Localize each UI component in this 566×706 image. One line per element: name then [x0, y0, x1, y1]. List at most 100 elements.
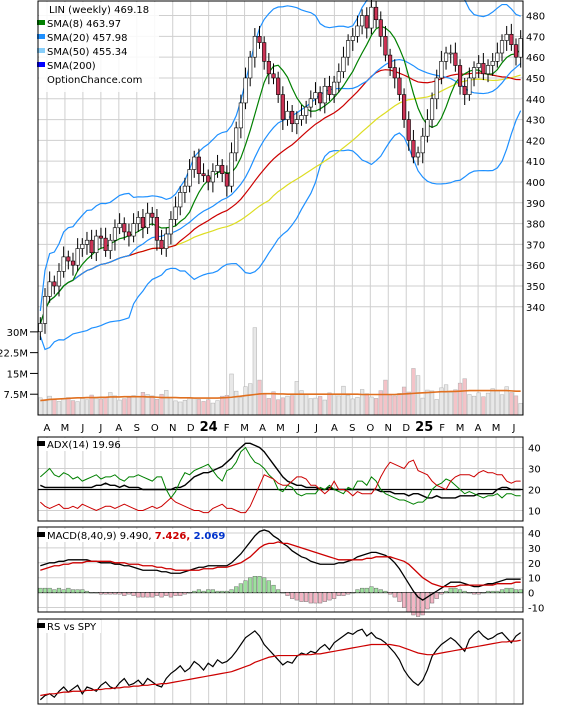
volume-bar: [476, 392, 481, 416]
macd-histogram-bar: [304, 592, 309, 602]
volume-bar: [448, 392, 453, 416]
volume-bar: [210, 402, 215, 416]
candle-body: [131, 223, 136, 237]
volume-bar: [154, 398, 160, 416]
macd-histogram-bar: [504, 587, 509, 593]
volume-bar: [187, 398, 192, 416]
adx-tick-label: 10: [528, 507, 541, 518]
candle-body: [378, 19, 383, 37]
volume-bar: [136, 396, 141, 416]
candle-body: [308, 98, 313, 108]
candle-body: [75, 248, 80, 266]
volume-bar: [471, 395, 477, 416]
candle-body: [136, 217, 141, 224]
candle-body: [126, 231, 132, 237]
legend-swatch: [37, 48, 45, 53]
candle-body: [178, 192, 183, 208]
volume-bar: [341, 385, 346, 416]
candle-body: [56, 271, 62, 287]
x-tick-label: O: [151, 423, 159, 434]
price-panel-frame: [37, 0, 524, 416]
adx-series-adx: [40, 442, 521, 499]
legend-entry: SMA(50) 455.34: [47, 47, 128, 58]
macd-histogram-bar: [131, 592, 136, 596]
x-tick-label: 25: [415, 420, 433, 435]
macd-histogram-value: 2.069: [194, 531, 226, 542]
candle-body: [262, 42, 267, 62]
macd-histogram-bar: [313, 592, 318, 604]
legend-entry: SMA(20) 457.98: [47, 33, 128, 44]
volume-bar: [453, 389, 458, 416]
rs-label-swatch: [37, 623, 45, 628]
macd-histogram-bar: [47, 587, 52, 593]
volume-bar: [248, 383, 253, 416]
macd-histogram-bar: [257, 576, 262, 593]
volume-bar: [131, 395, 136, 416]
candle-body: [252, 36, 257, 58]
candle-body: [122, 223, 127, 233]
macd-histogram-bar: [322, 592, 327, 602]
macd-histogram-bar: [364, 587, 369, 593]
x-tick-label: S: [349, 423, 355, 434]
candle-body: [164, 233, 169, 249]
candle-body: [42, 296, 48, 324]
price-tick-label: 440: [526, 95, 545, 106]
macd-histogram-bar: [388, 592, 393, 595]
volume-bar: [178, 401, 183, 416]
price-tick-label: 470: [526, 32, 545, 43]
candle-body: [462, 85, 467, 95]
adx-series-di: [39, 446, 521, 505]
volume-bar: [406, 391, 411, 416]
volume-bar: [359, 389, 365, 416]
candle-body: [154, 217, 159, 241]
macd-histogram-bar: [490, 590, 495, 593]
x-tick-label: A: [331, 423, 338, 434]
price-tick-label: 380: [526, 220, 545, 231]
volume-tick-label: 30M: [7, 328, 28, 339]
macd-histogram-bar: [206, 589, 211, 593]
volume-average-line: [40, 389, 521, 402]
macd-histogram-bar: [126, 592, 132, 595]
macd-histogram-bar: [453, 587, 458, 593]
macd-histogram-bar: [168, 592, 173, 598]
x-tick-label: A: [115, 423, 122, 434]
x-tick-label: N: [385, 423, 392, 434]
candle-body: [280, 94, 285, 120]
candle-body: [467, 77, 472, 95]
volume-bar: [56, 401, 62, 416]
volume-bar: [294, 381, 299, 416]
x-tick-label: S: [134, 423, 140, 434]
volume-bar: [350, 398, 355, 416]
volume-bar: [192, 397, 197, 416]
candle-body: [52, 281, 57, 287]
candle-body: [425, 119, 430, 137]
volume-bar: [122, 398, 127, 416]
candle-body: [61, 256, 66, 272]
macd-histogram-bar: [318, 592, 323, 604]
x-tick-label: J: [296, 423, 300, 434]
macd-label: MACD(8,40,9) 9.490, 7.426, 2.069: [47, 531, 225, 542]
macd-tick-label: 0: [528, 589, 534, 600]
candle-body: [238, 102, 243, 129]
price-tick-label: 420: [526, 136, 545, 147]
candle-body: [173, 206, 178, 220]
macd-histogram-bar: [173, 592, 178, 596]
candle-body: [84, 239, 90, 245]
candle-body: [439, 61, 444, 79]
price-tick-label: 350: [526, 282, 545, 293]
volume-bar: [84, 399, 90, 416]
macd-histogram-bar: [38, 587, 43, 593]
macd-histogram-bar: [462, 590, 467, 593]
x-tick-label: 24: [200, 420, 218, 435]
macd-histogram-bar: [52, 589, 57, 593]
macd-histogram-bar: [103, 592, 108, 595]
candle-body: [98, 235, 104, 239]
adx-tick-label: 40: [528, 444, 541, 455]
price-tick-label: 360: [526, 261, 545, 272]
volume-bar: [280, 397, 285, 416]
volume-tick-label: 15M: [7, 369, 28, 380]
candle-body: [220, 165, 225, 174]
macd-histogram-bar: [150, 592, 155, 598]
macd-histogram-bar: [290, 592, 295, 599]
volume-bar: [164, 390, 169, 416]
